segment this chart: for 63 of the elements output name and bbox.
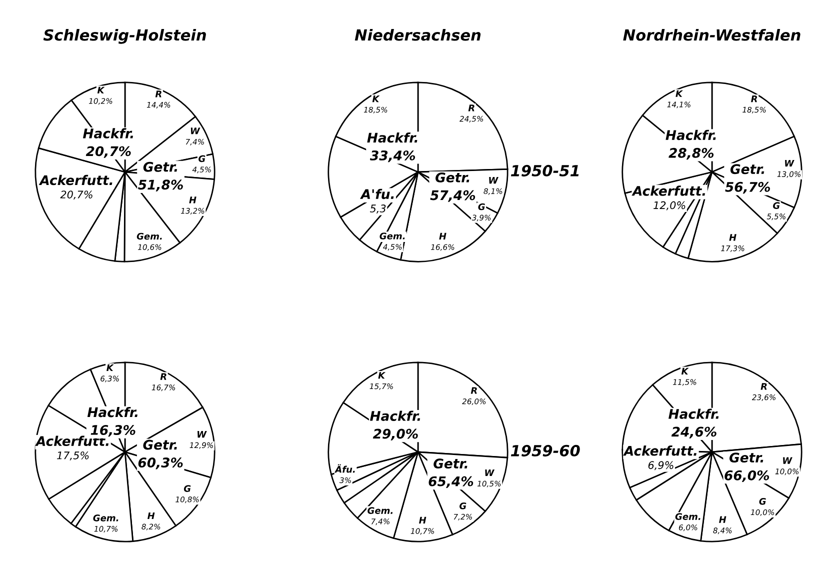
- slice-label: K: [676, 90, 684, 97]
- slice-label: R: [468, 104, 474, 112]
- slice-label: Gem.: [675, 513, 700, 520]
- slice-label: W: [198, 431, 207, 438]
- data-label: 5,3: [370, 204, 386, 214]
- slice-label: R: [751, 96, 758, 102]
- slice-label: R: [470, 387, 477, 394]
- text: Hackfr. 33,4%: [367, 132, 418, 162]
- slice-label: H: [719, 516, 726, 523]
- slice-label: K: [372, 96, 380, 102]
- slice-label: Gem.: [136, 232, 162, 240]
- slice-label: Äfu.: [334, 464, 355, 473]
- slice-label: W: [485, 469, 495, 476]
- data-label: 6,9%: [648, 461, 674, 470]
- chart-title: Nordrhein-Westfalen: [623, 28, 800, 41]
- slice-label: G: [460, 502, 466, 510]
- slice-label: H: [729, 234, 736, 241]
- slice-label: Ackerfutt.: [632, 186, 706, 196]
- text: Getr. 65,4%: [428, 458, 474, 488]
- data-label: 17,5%: [56, 451, 89, 460]
- text: Getr. 57,4%: [430, 172, 476, 202]
- text: Hackfr. 28,8%: [666, 130, 716, 160]
- text: 1959-60: [510, 444, 580, 456]
- text: Getr. 60,3%: [138, 440, 183, 470]
- text: Hackfr. 16,3%: [87, 406, 138, 437]
- slice-label: W: [783, 457, 792, 464]
- slice-label: G: [184, 485, 191, 492]
- slice-label: H: [189, 196, 196, 204]
- text: 1950-51: [510, 164, 579, 176]
- slice-label: Ackerfutt.: [38, 174, 112, 186]
- slice-label: W: [489, 177, 498, 184]
- text: Getr. 66,0%: [724, 452, 770, 482]
- data-label: 12,0%: [654, 201, 686, 210]
- slice-label: G: [773, 202, 780, 209]
- slice-label: G: [478, 203, 485, 210]
- slice-label: K: [681, 368, 689, 374]
- text: Hackfr. 29,0%: [370, 410, 420, 440]
- slice-label: H: [439, 232, 446, 240]
- slice-label: G: [198, 155, 206, 162]
- chart-title: Schleswig-Holstein: [43, 28, 206, 44]
- slice-label: K: [106, 364, 114, 371]
- text: Hackfr. 20,7%: [82, 128, 134, 158]
- slice-label: A'fu.: [360, 188, 394, 200]
- data-label: 20,7%: [60, 190, 92, 200]
- text: Getr. 56,7%: [725, 164, 770, 194]
- slice-label: W: [190, 128, 200, 134]
- slice-label: K: [378, 372, 386, 379]
- slice-label: H: [148, 512, 155, 520]
- text: Getr. 51,8%: [138, 162, 183, 192]
- slice-label: Gem.: [93, 514, 118, 522]
- slice-label: R: [155, 90, 162, 98]
- slice-label: Ackerfutt.: [623, 446, 696, 456]
- slice-label: H: [419, 516, 426, 524]
- chart-title: Niedersachsen: [354, 28, 481, 41]
- slice-label: K: [97, 86, 105, 94]
- slice-label: R: [160, 373, 166, 380]
- slice-label: W: [785, 160, 794, 167]
- slice-label: Ackerfutt.: [35, 436, 108, 446]
- text: Hackfr. 24,6%: [668, 408, 719, 438]
- slice-label: G: [759, 498, 766, 505]
- slice-label: Gem.: [380, 232, 405, 240]
- slice-label: Gem.: [368, 507, 393, 514]
- slice-label: R: [760, 383, 767, 390]
